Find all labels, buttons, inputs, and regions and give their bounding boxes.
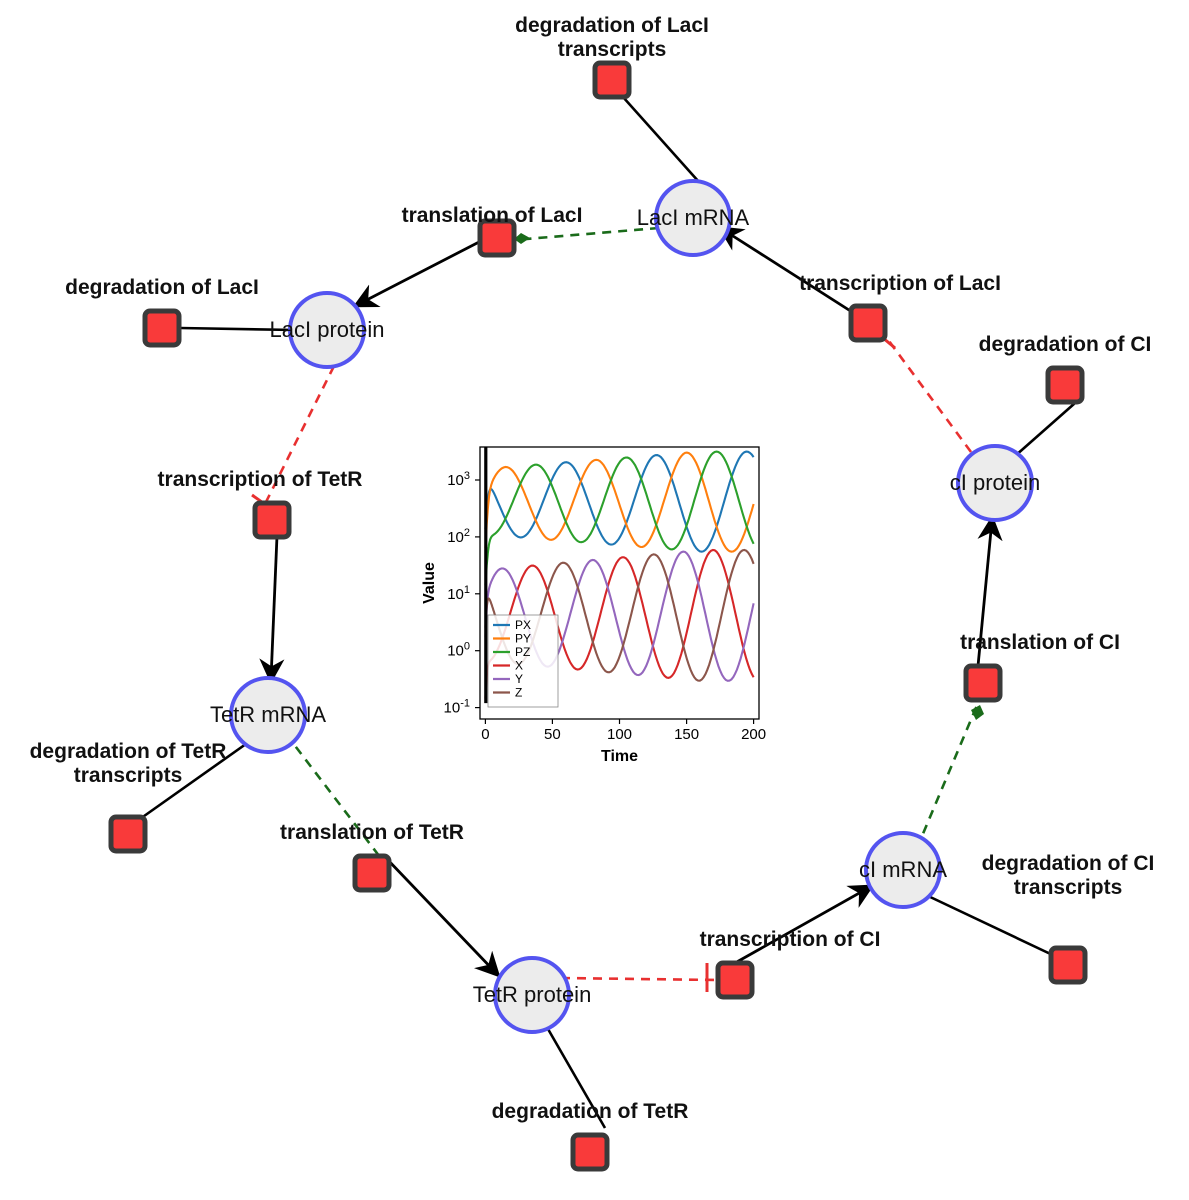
svg-text:100: 100 <box>447 641 470 660</box>
svg-text:100: 100 <box>607 726 632 743</box>
svg-text:Time: Time <box>601 748 638 765</box>
svg-text:PZ: PZ <box>515 645 530 659</box>
svg-text:102: 102 <box>447 527 470 546</box>
svg-text:0: 0 <box>481 726 489 743</box>
svg-text:PX: PX <box>515 618 531 632</box>
svg-text:Value: Value <box>421 562 438 604</box>
svg-text:101: 101 <box>447 584 470 603</box>
svg-text:10-1: 10-1 <box>444 698 470 717</box>
svg-text:Y: Y <box>515 672 523 686</box>
svg-text:X: X <box>515 659 523 673</box>
svg-text:150: 150 <box>674 726 699 743</box>
svg-text:103: 103 <box>447 470 470 489</box>
svg-text:Z: Z <box>515 686 522 700</box>
svg-text:PY: PY <box>515 632 531 646</box>
svg-text:200: 200 <box>741 726 766 743</box>
svg-text:50: 50 <box>544 726 561 743</box>
